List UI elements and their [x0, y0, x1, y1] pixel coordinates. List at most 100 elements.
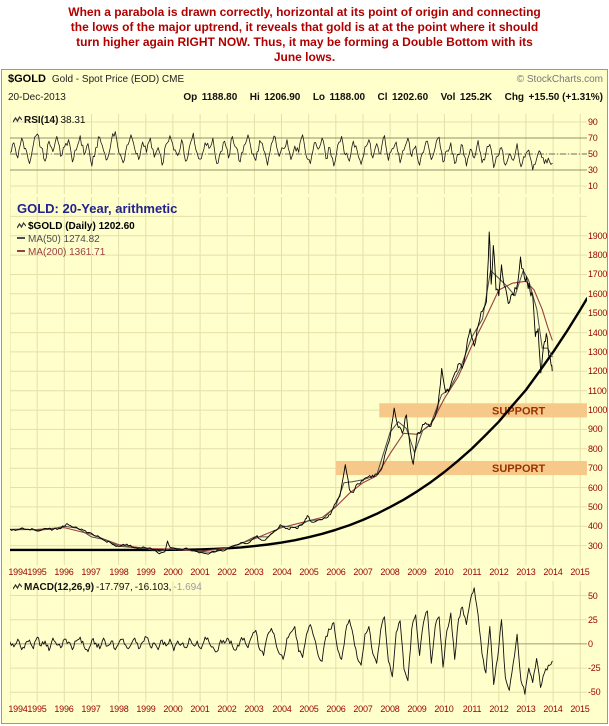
- year-label: 2014: [543, 567, 563, 577]
- annotation-line-1: When a parabola is drawn correctly, hori…: [68, 5, 541, 19]
- annotation-line-4: June lows.: [273, 50, 336, 64]
- symbol-description: Gold - Spot Price (EOD) CME: [51, 74, 185, 85]
- quote-low-value: 1188.00: [329, 92, 366, 103]
- price-ytick-label: 1900: [588, 231, 608, 241]
- quote-volume-label: Vol: [440, 92, 456, 103]
- year-label: 2012: [489, 704, 509, 714]
- year-label: 1996: [54, 567, 74, 577]
- macd-ytick-label: -50: [588, 687, 601, 697]
- year-label: 2005: [299, 567, 319, 577]
- year-label: 2007: [353, 567, 373, 577]
- price-legend: $GOLD (Daily) 1202.60 MA(50) 1274.82 MA(…: [16, 221, 135, 260]
- rsi-name: RSI(14): [24, 115, 59, 126]
- legend-ma50: MA(50) 1274.82: [28, 234, 100, 245]
- year-label: 1999: [136, 567, 156, 577]
- year-label: 2003: [244, 704, 264, 714]
- price-ytick-label: 1000: [588, 405, 608, 415]
- year-label: 2010: [434, 704, 454, 714]
- year-label: 2011: [462, 704, 482, 714]
- year-label: 2007: [353, 704, 373, 714]
- year-label: 2008: [380, 704, 400, 714]
- year-label: 2015: [570, 567, 590, 577]
- macd-indicator-icon: [12, 582, 23, 590]
- annotation-line-3: turn higher again RIGHT NOW. Thus, it ma…: [76, 35, 533, 49]
- price-ytick-label: 1700: [588, 269, 608, 279]
- quote-values: Op 1188.80 Hi 1206.90 Lo 1188.00 Cl 1202…: [175, 87, 603, 105]
- macd-ytick-label: 25: [588, 615, 598, 625]
- price-ytick-label: 500: [588, 502, 603, 512]
- price-ytick-label: 1300: [588, 347, 608, 357]
- quote-low-label: Lo: [312, 92, 326, 103]
- year-label: 2000: [163, 704, 183, 714]
- price-ytick-label: 1800: [588, 250, 608, 260]
- year-label: 2002: [217, 567, 237, 577]
- macd-ytick-label: 50: [588, 591, 598, 601]
- macd-plot: [10, 581, 587, 702]
- year-label: 2012: [489, 567, 509, 577]
- ma200-line-swatch: [17, 250, 25, 252]
- price-ytick-label: 1500: [588, 308, 608, 318]
- quote-high-label: Hi: [249, 92, 260, 103]
- macd-legend: MACD(12,26,9) -17.797, -16.103, -1.694: [12, 582, 202, 593]
- x-axis-labels-middle: 1994 1995 1996 1997 1998 1999 2000 2001 2002 2003…: [8, 567, 589, 578]
- x-axis-labels-bottom: 1994 1995 1996 1997 1998 1999 2000 2001 2002 2003…: [8, 704, 589, 715]
- symbol-label: $GOLD: [8, 73, 46, 85]
- legend-gold: $GOLD (Daily) 1202.60: [28, 221, 135, 232]
- year-label: 2000: [163, 567, 183, 577]
- rsi-legend: RSI(14) 38.31: [12, 115, 86, 126]
- rsi-plot: [10, 114, 587, 194]
- rsi-ytick-label: 90: [588, 117, 598, 127]
- annotation-text: When a parabola is drawn correctly, hori…: [0, 5, 609, 65]
- year-label: 1997: [81, 567, 101, 577]
- annotation-line-2: the lows of the major uptrend, it reveal…: [70, 20, 539, 34]
- year-label: 1998: [109, 704, 129, 714]
- quote-open-value: 1188.80: [201, 92, 238, 103]
- year-label: 1995: [27, 704, 47, 714]
- year-label: 2013: [516, 567, 536, 577]
- year-label: 2009: [407, 567, 427, 577]
- rsi-ytick-label: 10: [588, 181, 598, 191]
- price-indicator-icon: [16, 221, 27, 229]
- quote-high-value: 1206.90: [264, 92, 301, 103]
- year-label: 1998: [109, 567, 129, 577]
- price-ytick-label: 700: [588, 463, 603, 473]
- year-label: 2006: [326, 704, 346, 714]
- year-label: 1996: [54, 704, 74, 714]
- year-label: 2003: [244, 567, 264, 577]
- quote-close-value: 1202.60: [392, 92, 429, 103]
- year-label: 2009: [407, 704, 427, 714]
- year-label: 2002: [217, 704, 237, 714]
- price-plot: SUPPORT SUPPORT: [10, 197, 587, 565]
- macd-name: MACD(12,26,9): [24, 582, 95, 593]
- price-ytick-label: 600: [588, 483, 603, 493]
- rsi-ytick-label: 50: [588, 149, 598, 159]
- year-label: 2014: [543, 704, 563, 714]
- year-label: 2001: [190, 567, 210, 577]
- rsi-value: 38.31: [60, 115, 86, 126]
- quote-date: 20-Dec-2013: [8, 92, 66, 103]
- macd-value-1: -17.797,: [96, 582, 133, 593]
- legend-ma200: MA(200) 1361.71: [28, 247, 106, 258]
- svg-text:SUPPORT: SUPPORT: [492, 463, 545, 475]
- price-ytick-label: 1200: [588, 366, 608, 376]
- price-ytick-label: 1400: [588, 328, 608, 338]
- year-label: 1994: [8, 704, 28, 714]
- rsi-indicator-icon: [12, 115, 23, 123]
- year-label: 2008: [380, 567, 400, 577]
- year-label: 2006: [326, 567, 346, 577]
- year-label: 2001: [190, 704, 210, 714]
- price-ytick-label: 1600: [588, 289, 608, 299]
- price-ytick-label: 900: [588, 424, 603, 434]
- year-label: 1999: [136, 704, 156, 714]
- chart-title: GOLD: 20-Year, arithmetic: [17, 201, 178, 216]
- macd-value-3: -1.694: [173, 582, 202, 593]
- macd-ytick-label: -25: [588, 663, 601, 673]
- year-label: 2010: [434, 567, 454, 577]
- year-label: 1995: [27, 567, 47, 577]
- chart-header: $GOLD Gold - Spot Price (EOD) CME © Stoc…: [8, 73, 603, 85]
- stockchart: $GOLD Gold - Spot Price (EOD) CME © Stoc…: [1, 69, 608, 724]
- year-label: 1994: [8, 567, 28, 577]
- svg-text:SUPPORT: SUPPORT: [492, 405, 545, 417]
- year-label: 2005: [299, 704, 319, 714]
